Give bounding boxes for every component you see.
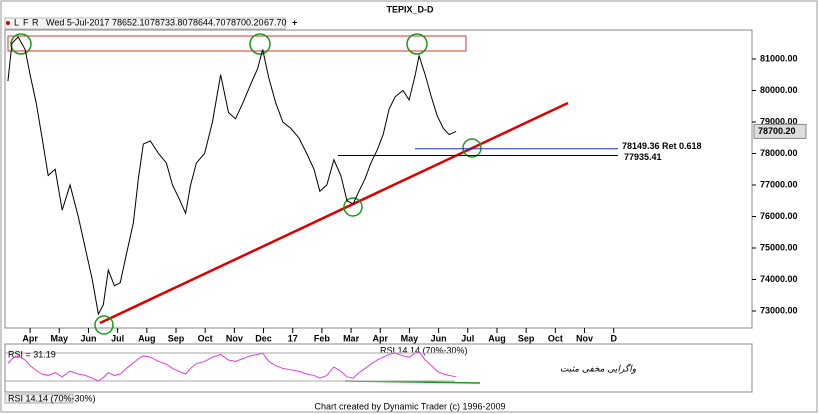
rsi-title: RSI 14.14 (70%-30%) <box>380 345 468 355</box>
x-tick-label: Apr <box>373 333 389 343</box>
y-tick-label: 81000.00 <box>760 53 798 63</box>
y-tick-label: 79000.00 <box>760 116 798 126</box>
info-bar <box>4 17 286 30</box>
rsi-frame <box>4 343 753 393</box>
annotation-label: 78149.36 Ret 0.618 <box>622 141 702 151</box>
info-close: 78700.20 <box>226 17 264 27</box>
x-tick-label: Jul <box>461 333 474 343</box>
indicator-dot <box>6 21 10 25</box>
x-tick-label: May <box>401 333 419 343</box>
y-tick-label: 76000.00 <box>760 211 798 221</box>
flag: R <box>32 17 39 27</box>
info-open: 78652.10 <box>112 17 150 27</box>
y-tick-label: 73000.00 <box>760 305 798 315</box>
x-tick-label: Sep <box>518 333 535 343</box>
x-tick-label: Apr <box>22 333 38 343</box>
series-line <box>7 351 457 382</box>
annotation-label: 77935.41 <box>624 152 662 162</box>
x-tick-label: Oct <box>198 333 213 343</box>
x-tick-label: Dec <box>255 333 272 343</box>
crosshair-icon: + <box>292 17 297 27</box>
last-price-label: 78700.20 <box>758 126 796 136</box>
x-tick-label: Aug <box>138 333 156 343</box>
x-tick-label: Jun <box>80 333 96 343</box>
highlight-circle <box>406 33 428 55</box>
resistance-box <box>7 35 467 52</box>
info-change: 67.70 <box>264 17 287 27</box>
highlight-circle <box>343 197 363 217</box>
flag: L <box>14 17 19 27</box>
info-high: 78733.80 <box>150 17 188 27</box>
x-tick-label: Sep <box>168 333 185 343</box>
y-tick-label: 77000.00 <box>760 179 798 189</box>
info-low: 78644.70 <box>188 17 226 27</box>
rsi-annotation: واگرایی مخفی مثبت <box>560 363 637 375</box>
tab-label[interactable]: RSI 14.14 (70%-30%) <box>8 393 96 403</box>
x-tick-label: May <box>51 333 69 343</box>
x-tick-label: Mar <box>343 333 360 343</box>
x-tick-label: Aug <box>488 333 506 343</box>
y-tick-label: 74000.00 <box>760 274 798 284</box>
highlight-circle <box>249 33 271 55</box>
x-tick-label: Oct <box>548 333 563 343</box>
price-frame <box>4 29 753 329</box>
last-price-box <box>753 123 807 139</box>
trendline <box>99 101 569 325</box>
y-tick-label: 75000.00 <box>760 242 798 252</box>
x-tick-label: D <box>610 333 617 343</box>
credit: Chart created by Dynamic Trader (c) 1996… <box>314 401 505 411</box>
y-tick-label: 78000.00 <box>760 148 798 158</box>
series-line <box>7 36 457 316</box>
x-tick-label: Nov <box>226 333 243 343</box>
rsi-subtitle: RSI = 31.19 <box>8 349 56 359</box>
x-tick-label: Jul <box>111 333 124 343</box>
highlight-circle <box>10 33 32 55</box>
chart-title: TEPIX_D-D <box>386 4 434 14</box>
x-tick-label: Jun <box>431 333 447 343</box>
info-date: Wed 5-Jul-2017 <box>46 17 109 27</box>
x-tick-label: 17 <box>288 333 298 343</box>
x-tick-label: Feb <box>314 333 331 343</box>
highlight-circle <box>462 138 482 158</box>
flag: F <box>23 17 29 27</box>
x-tick-label: Nov <box>576 333 593 343</box>
tab[interactable] <box>4 393 74 404</box>
y-tick-label: 80000.00 <box>760 85 798 95</box>
highlight-circle <box>94 315 114 335</box>
